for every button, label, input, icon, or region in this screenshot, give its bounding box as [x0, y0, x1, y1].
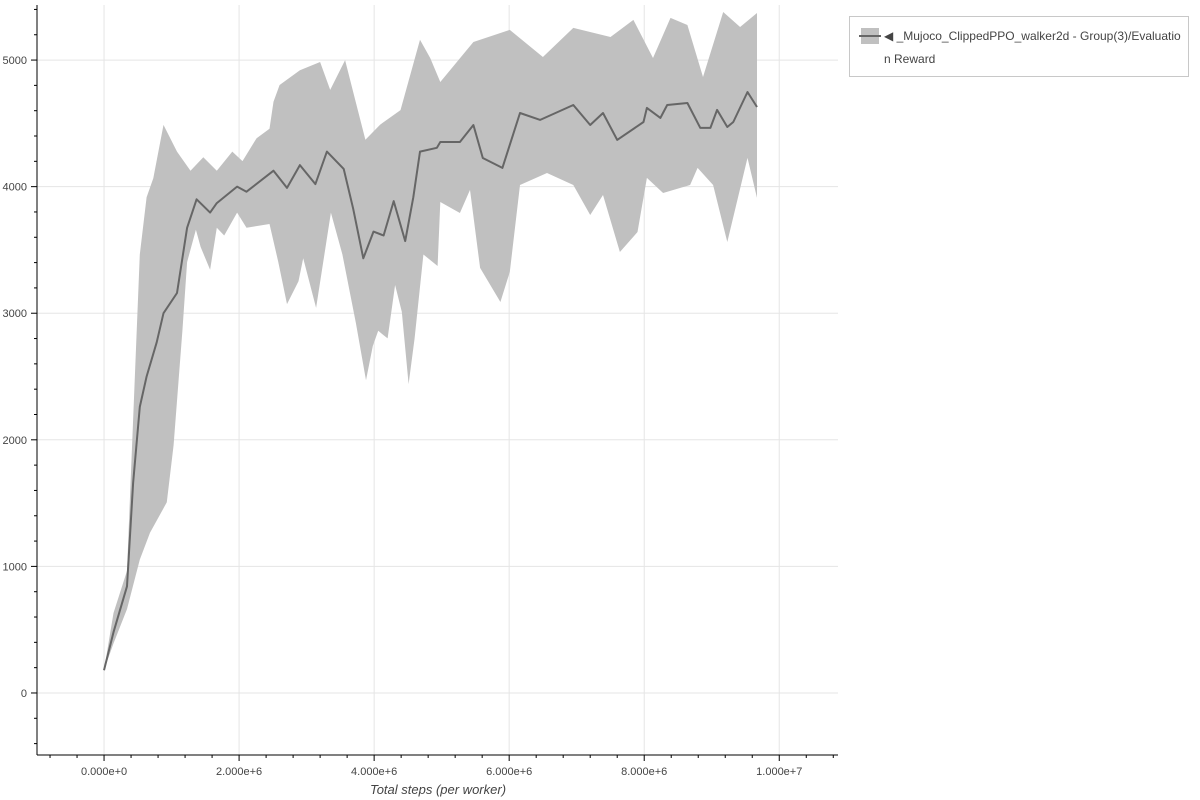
y-tick-label: 4000 — [3, 182, 27, 194]
x-tick-label: 8.000e+6 — [621, 766, 667, 778]
x-tick-label: 0.000e+0 — [81, 766, 127, 778]
axes — [36, 5, 838, 756]
y-tick-label: 1000 — [3, 561, 27, 573]
mean-line — [103, 91, 758, 671]
x-tick-label: 6.000e+6 — [486, 766, 532, 778]
x-tick-label: 4.000e+6 — [351, 766, 397, 778]
x-tick-label: 1.000e+7 — [756, 766, 802, 778]
x-axis-ticks: 0.000e+0 2.000e+6 4.000e+6 6.000e+6 8.000e+6… — [49, 755, 834, 778]
y-axis-ticks: 0 1000 2000 3000 4000 5000 — [3, 8, 37, 745]
std-band — [104, 12, 757, 671]
y-tick-label: 3000 — [3, 308, 27, 320]
y-tick-label: 5000 — [3, 55, 27, 67]
legend[interactable]: ◀ _Mujoco_ClippedPPO_walker2d - Group(3)… — [849, 16, 1189, 77]
legend-entry-label[interactable]: ◀ _Mujoco_ClippedPPO_walker2d - Group(3)… — [884, 29, 1181, 66]
x-axis-label: Total steps (per worker) — [370, 782, 506, 797]
x-tick-label: 2.000e+6 — [216, 766, 262, 778]
y-tick-label: 0 — [21, 688, 27, 700]
y-tick-label: 2000 — [3, 435, 27, 447]
legend-swatch-icon — [859, 28, 881, 44]
